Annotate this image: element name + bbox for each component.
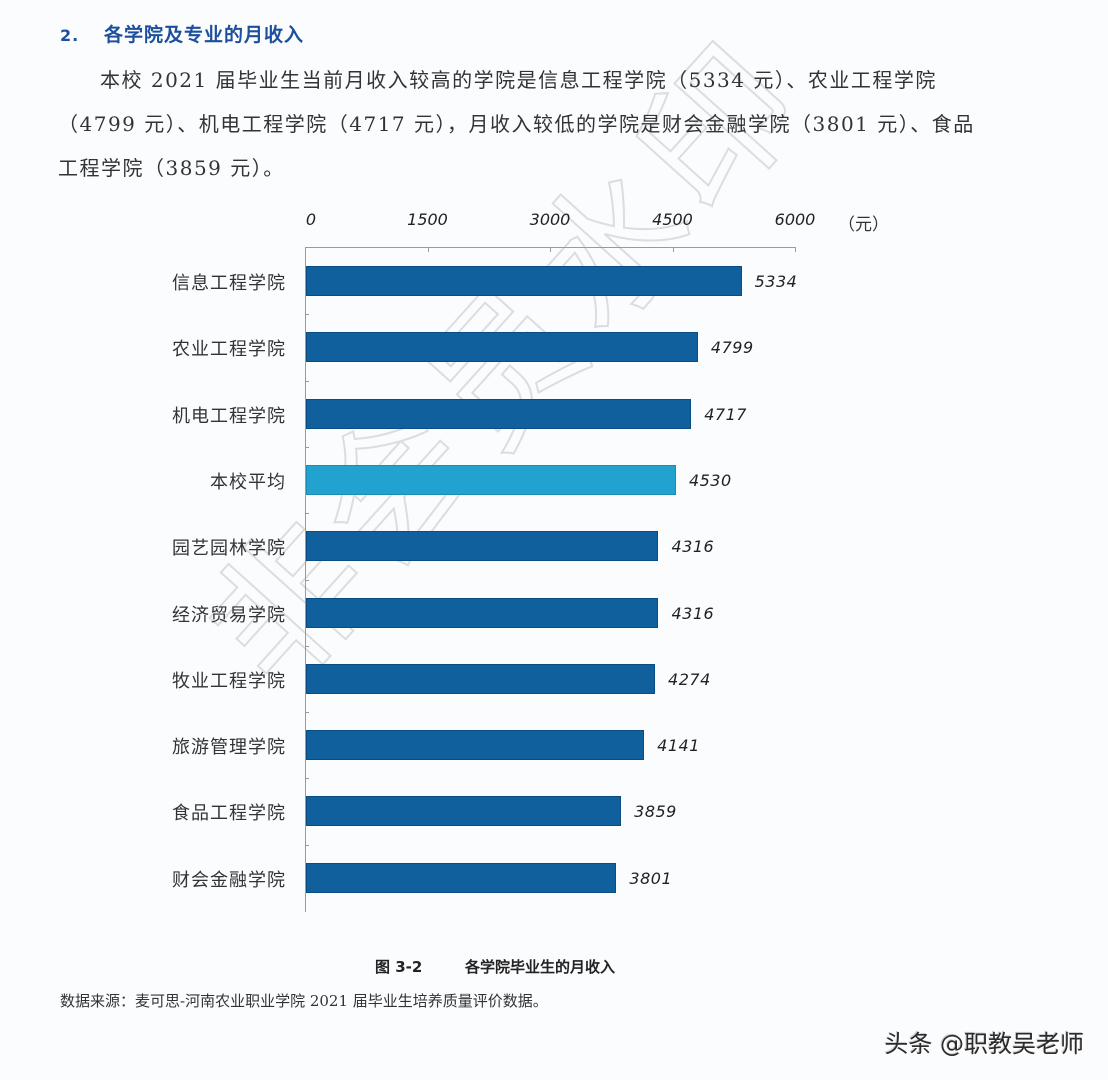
value-label: 4141 — [657, 736, 700, 756]
data-source-note: 数据来源：麦可思-河南农业职业学院 2021 届毕业生培养质量评价数据。 — [60, 992, 548, 1010]
value-label: 3859 — [634, 802, 677, 822]
bar — [306, 730, 645, 761]
category-label: 农业工程学院 — [172, 339, 286, 361]
bar — [306, 531, 659, 562]
value-label: 4717 — [704, 404, 747, 424]
x-tick-label: 6000 — [774, 210, 816, 229]
category-label: 牧业工程学院 — [172, 670, 286, 692]
section-heading: 2. 各学院及专业的月收入 — [60, 20, 304, 47]
bar-average — [306, 464, 676, 495]
y-tick-mark — [305, 314, 309, 316]
summary-text: 本校 2021 届毕业生当前月收入较高的学院是信息工程学院（5334 元）、农业… — [58, 68, 975, 180]
value-label: 4530 — [688, 470, 732, 490]
y-tick-mark — [305, 579, 309, 581]
bar — [306, 663, 656, 694]
category-label: 经济贸易学院 — [172, 604, 286, 626]
y-tick-mark — [305, 446, 309, 448]
bar — [306, 398, 692, 429]
category-label: 园艺园林学院 — [172, 538, 286, 560]
section-title: 各学院及专业的月收入 — [104, 24, 305, 46]
figure-caption: 图 3-2 各学院毕业生的月收入 — [375, 956, 615, 977]
value-label: 3801 — [629, 868, 673, 888]
summary-paragraph: 本校 2021 届毕业生当前月收入较高的学院是信息工程学院（5334 元）、农业… — [58, 58, 978, 190]
category-label: 本校平均 — [210, 471, 286, 493]
x-tick-label: 1500 — [407, 210, 448, 229]
bar — [306, 597, 659, 628]
y-tick-mark — [305, 778, 309, 780]
category-label: 旅游管理学院 — [172, 737, 286, 759]
category-label: 信息工程学院 — [172, 273, 286, 294]
category-label: 食品工程学院 — [172, 803, 286, 825]
y-tick-mark — [305, 380, 309, 382]
category-label: 机电工程学院 — [172, 405, 286, 427]
bar — [306, 796, 622, 827]
section-number: 2. — [60, 26, 80, 45]
y-tick-mark — [305, 513, 309, 515]
bar — [306, 266, 742, 296]
category-label: 财会金融学院 — [172, 869, 286, 891]
value-label: 5334 — [754, 272, 798, 291]
x-axis-tick-labels: 0 1500 3000 4500 6000 — [0, 210, 1108, 234]
bar — [306, 332, 698, 363]
brand-watermark: 头条 @职教吴老师 — [884, 1030, 1084, 1058]
x-tick-mark — [672, 247, 674, 252]
y-tick-mark — [305, 712, 309, 714]
x-tick-mark — [795, 247, 796, 252]
x-tick-label: 0 — [305, 210, 317, 229]
x-tick-label: 4500 — [652, 210, 693, 229]
x-tick-label: 3000 — [529, 210, 571, 229]
value-label: 4316 — [671, 537, 715, 557]
bar — [306, 862, 617, 893]
y-tick-mark — [305, 645, 309, 647]
figure-label: 图 3-2 — [375, 958, 423, 976]
y-tick-mark — [305, 844, 309, 846]
value-label: 4274 — [668, 669, 711, 689]
figure-title: 各学院毕业生的月收入 — [465, 958, 616, 976]
x-axis-unit: （元） — [838, 215, 889, 235]
x-tick-mark — [550, 247, 551, 252]
x-tick-mark — [427, 247, 429, 252]
value-label: 4799 — [710, 338, 754, 358]
value-label: 4316 — [671, 603, 715, 623]
